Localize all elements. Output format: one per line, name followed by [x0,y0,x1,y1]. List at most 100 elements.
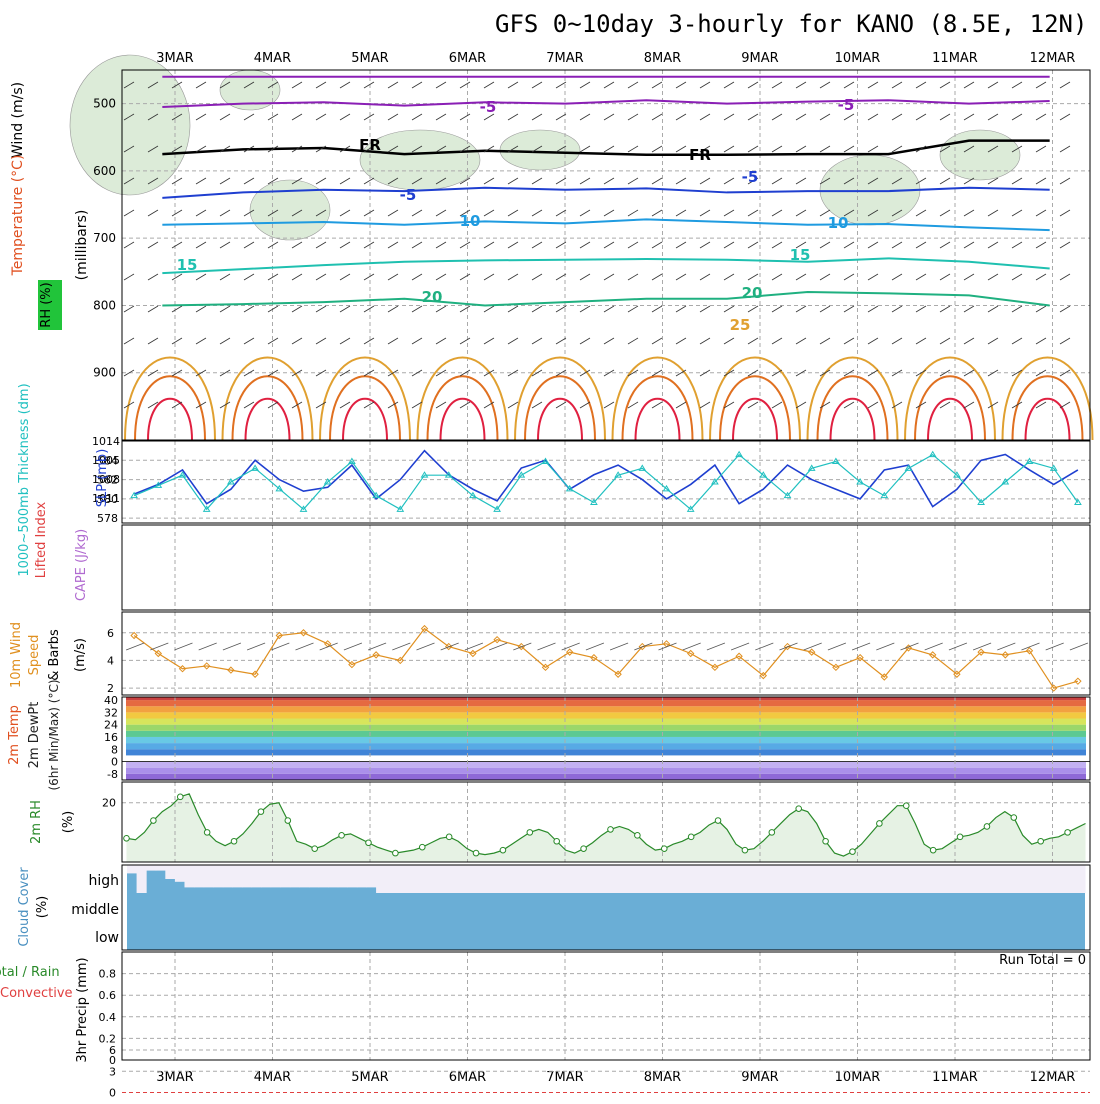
wind-barb [339,113,351,121]
cloud-high-gap [759,865,770,893]
cloud-high-gap [1027,865,1038,893]
wind-barb [291,305,303,313]
cloud-high-gap [548,865,559,893]
cloud-high-gap [280,865,291,888]
wind-barb [579,305,591,313]
wind-barb [555,145,567,153]
slp-marker [977,498,985,505]
slp-marker [590,498,598,505]
thickness-axis-label: 1000~500mb Thickness (dm) [17,383,32,576]
wind-barb [915,305,927,313]
wind10m-marker [372,651,380,659]
wind-barb [267,401,279,409]
cloud-high-gap [395,865,406,893]
rh2m-unit-label: (%) [61,811,76,834]
wind-barb [627,369,639,377]
slp-marker [662,484,671,492]
wind-barb [891,145,903,153]
wind-barb [387,241,399,249]
wind-barb [1011,241,1023,249]
wind-barb [867,401,879,409]
wind-barb [1059,401,1071,409]
cloud-high-gap [1046,865,1057,893]
contour-label: 10 [828,214,849,232]
wind-barb [1035,401,1047,409]
wind-barb [963,81,975,89]
contour-label: 20 [422,288,443,306]
wind-barb [747,209,759,217]
wind-barb [699,113,711,121]
wind-barb [1059,369,1071,377]
wind-barb [1035,337,1047,345]
wind-barb [363,273,375,281]
precip-axis-label: 3hr Precip (mm) [75,957,90,1062]
wind-barb [915,209,927,217]
wind-barb [267,305,279,313]
rh2m-marker [660,845,668,852]
cloud-high-gap [1075,865,1086,893]
wind-barb [147,369,159,377]
rh2m-marker [822,837,829,845]
wind-barb [507,401,519,409]
wind-barb [699,209,711,217]
wind-barb [507,241,519,249]
wind-barb [315,401,327,409]
wind-barb [195,337,207,345]
boundary-isotherm [719,375,791,441]
wind-barb [483,337,495,345]
wind-barb [459,337,471,345]
wind-barb [459,209,471,217]
wind-barb [675,241,687,249]
wind-barb [771,177,783,185]
wind-barb [963,337,975,345]
wind-barb [411,81,423,89]
wind-barb [627,401,639,409]
wind-barb [843,241,855,249]
wind-barb [267,145,279,153]
wind-barb [267,113,279,121]
slp-marker [541,457,550,464]
wind-barb [531,209,543,217]
cloud-high-gap [644,865,655,893]
wind-barb [627,241,639,249]
slp-marker [130,491,138,499]
wind-barb [555,209,567,217]
wind-barb [795,337,807,345]
wind-barb [459,305,471,313]
wind-barb [651,305,663,313]
temp-band [126,712,1086,719]
pressure-tick-label: 700 [93,231,116,245]
wind-barb [219,305,231,313]
slp-marker [807,464,816,471]
wind-barb [675,369,687,377]
slp-marker [953,471,961,478]
wind-barb [771,337,783,345]
wind-barb [219,241,231,249]
isotherm-line [162,218,1050,232]
temp-band [126,743,1086,750]
wind-barb [291,209,303,217]
wind10m-barb [876,642,895,651]
date-label-top: 9MAR [741,51,778,66]
slp-marker [517,471,526,478]
wind-barb [891,305,903,313]
wind-barb [219,401,231,409]
wind-barb [819,145,831,153]
cloud-level-label: high [88,873,119,889]
wind-barb [531,369,543,377]
wind-barb [651,113,663,121]
date-label-bottom: 10MAR [835,1070,881,1085]
date-label-bottom: 11MAR [932,1070,978,1085]
wind-barb [1011,113,1023,121]
wind-barb [987,113,999,121]
cloud-high-gap [404,865,415,893]
wind10m-marker [638,642,647,651]
wind-barb [291,241,303,249]
wind-barb [219,337,231,345]
wind-barb [915,401,927,409]
wind-barb [507,81,519,89]
slp-marker [1001,478,1010,485]
cloud-high-gap [423,865,435,893]
wind10m-marker [251,670,259,678]
